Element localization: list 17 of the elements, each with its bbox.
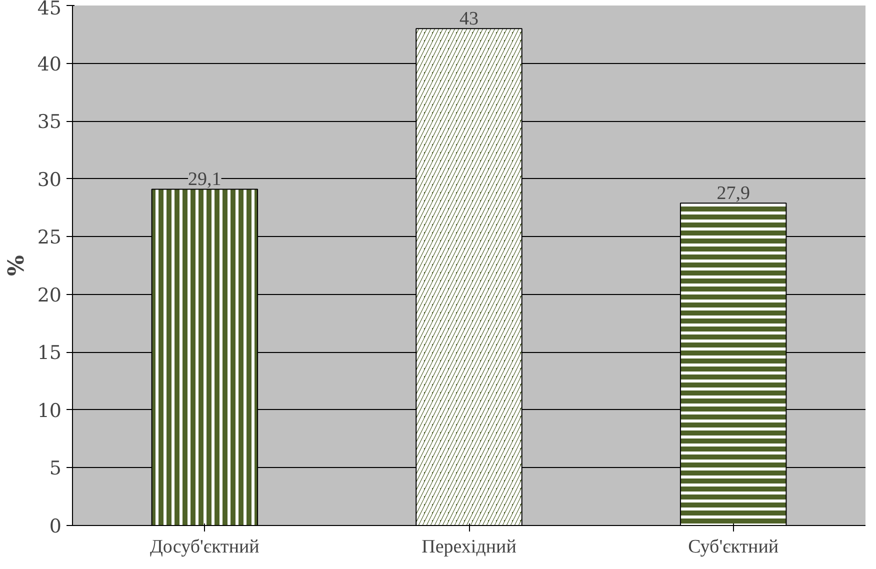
- x-tick-label: Досуб'єктний: [150, 536, 260, 558]
- y-tick-label: 10: [37, 400, 62, 422]
- y-tick-label: 15: [37, 342, 62, 364]
- data-label: 27,9: [716, 183, 750, 204]
- y-tick-label: 0: [49, 516, 62, 538]
- x-tick-label: Суб'єктний: [688, 536, 779, 558]
- data-label: 43: [460, 8, 478, 30]
- y-tick-label: 45: [37, 0, 62, 20]
- y-tick-label: 40: [37, 53, 62, 76]
- y-tick-label: 20: [37, 284, 62, 306]
- y-tick-label: 5: [49, 458, 62, 480]
- x-tick-label: Перехідний: [422, 536, 516, 558]
- y-tick-label: 35: [37, 111, 62, 134]
- y-tick-label: 30: [37, 168, 62, 191]
- data-label: 29,1: [188, 169, 222, 190]
- y-axis-title: %: [3, 254, 30, 276]
- y-tick-label: 25: [37, 226, 62, 249]
